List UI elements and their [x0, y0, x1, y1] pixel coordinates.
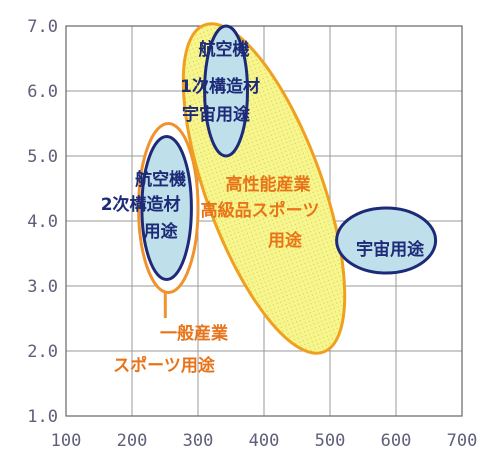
y-axis-ticks: 1.0 2.0 3.0 4.0 5.0 6.0 7.0 [27, 17, 58, 427]
y-tick-label: 7.0 [27, 17, 58, 37]
region-label: スポーツ用途 [113, 355, 216, 376]
y-tick-label: 5.0 [27, 147, 58, 167]
region-ellipse [335, 206, 438, 275]
plot-frame [65, 25, 463, 417]
region-ellipse [140, 135, 193, 281]
x-tick-label: 100 [51, 431, 82, 451]
region-label: 2次構造材 [101, 194, 181, 215]
region-label: 航空機 [199, 39, 250, 60]
region-label: 一般産業 [160, 323, 228, 344]
region-aircraft-primary: 航空機 1次構造材 宇宙用途 [180, 24, 260, 158]
region-label: 高級品スポーツ [201, 200, 320, 221]
region-high-performance-labels: 高性能産業 高級品スポーツ 用途 [201, 174, 320, 251]
region-label: 航空機 [135, 169, 186, 190]
region-space: 宇宙用途 [335, 206, 438, 275]
region-label: 用途 [144, 221, 179, 242]
y-tick-label: 2.0 [27, 342, 58, 362]
x-tick-label: 700 [447, 431, 478, 451]
y-tick-label: 3.0 [27, 277, 58, 297]
region-ellipse [203, 24, 250, 158]
y-tick-label: 1.0 [27, 407, 58, 427]
x-axis-ticks: 100 200 300 400 500 600 700 [51, 431, 478, 451]
region-label: 高性能産業 [226, 174, 311, 195]
x-tick-label: 400 [249, 431, 280, 451]
region-label: 宇宙用途 [182, 104, 251, 125]
x-tick-label: 300 [183, 431, 214, 451]
region-label: 用途 [268, 230, 303, 251]
region-label: 1次構造材 [180, 76, 260, 97]
x-tick-label: 200 [117, 431, 148, 451]
x-tick-label: 500 [315, 431, 346, 451]
region-aircraft-secondary: 航空機 2次構造材 用途 [101, 135, 193, 281]
region-label: 宇宙用途 [356, 239, 425, 260]
x-tick-label: 600 [381, 431, 412, 451]
y-tick-label: 4.0 [27, 212, 58, 232]
y-tick-label: 6.0 [27, 82, 58, 102]
